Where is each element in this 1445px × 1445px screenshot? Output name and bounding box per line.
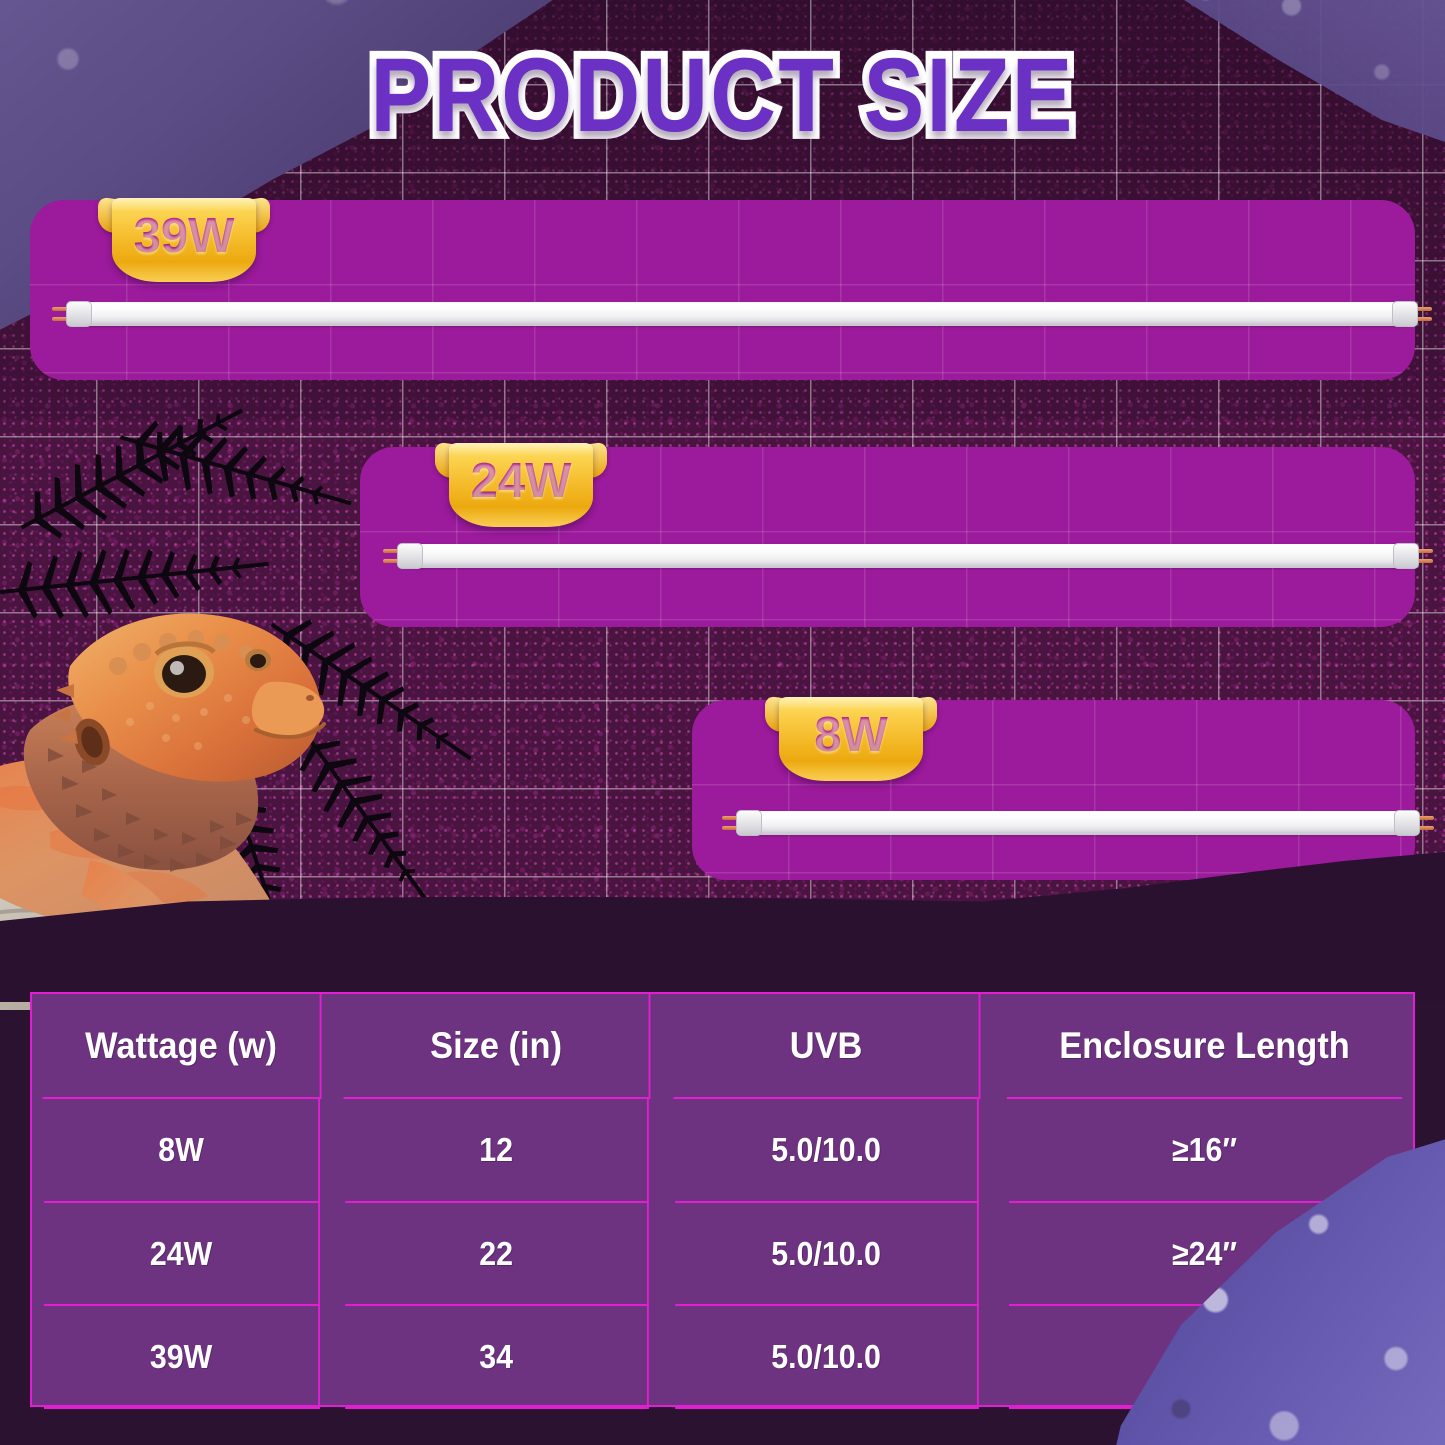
fluorescent-tube-39w-icon <box>52 299 1432 329</box>
table-row: 22 <box>345 1203 649 1306</box>
fluorescent-tube-8w-icon <box>722 808 1434 838</box>
table-row: 5.0/10.0 <box>675 1306 979 1409</box>
table-header-wattage: Wattage (w) <box>42 994 322 1099</box>
table-row: 8W <box>44 1099 320 1203</box>
table-row: 34 <box>345 1306 649 1409</box>
wattage-badge-24w: 24W <box>435 441 607 527</box>
table-header-uvb: UVB <box>673 994 981 1099</box>
wattage-badge-24w-label: 24W <box>435 443 607 527</box>
table-row: 39W <box>44 1306 320 1409</box>
fluorescent-tube-24w-icon <box>383 541 1433 571</box>
table-header-enclosure: Enclosure Length <box>1006 994 1403 1099</box>
table-header-size: Size (in) <box>343 994 651 1099</box>
page-title: PRODUCT SIZE <box>364 29 1080 162</box>
table-row: 5.0/10.0 <box>675 1099 979 1203</box>
table-row: 12 <box>345 1099 649 1203</box>
table-row: 24W <box>44 1203 320 1306</box>
table-row: ≥16″ <box>1009 1099 1400 1203</box>
wattage-badge-8w: 8W <box>765 695 937 781</box>
table-row: 5.0/10.0 <box>675 1203 979 1306</box>
wattage-badge-39w: 39W <box>98 196 270 282</box>
wattage-badge-39w-label: 39W <box>98 198 270 282</box>
wattage-badge-8w-label: 8W <box>765 697 937 781</box>
